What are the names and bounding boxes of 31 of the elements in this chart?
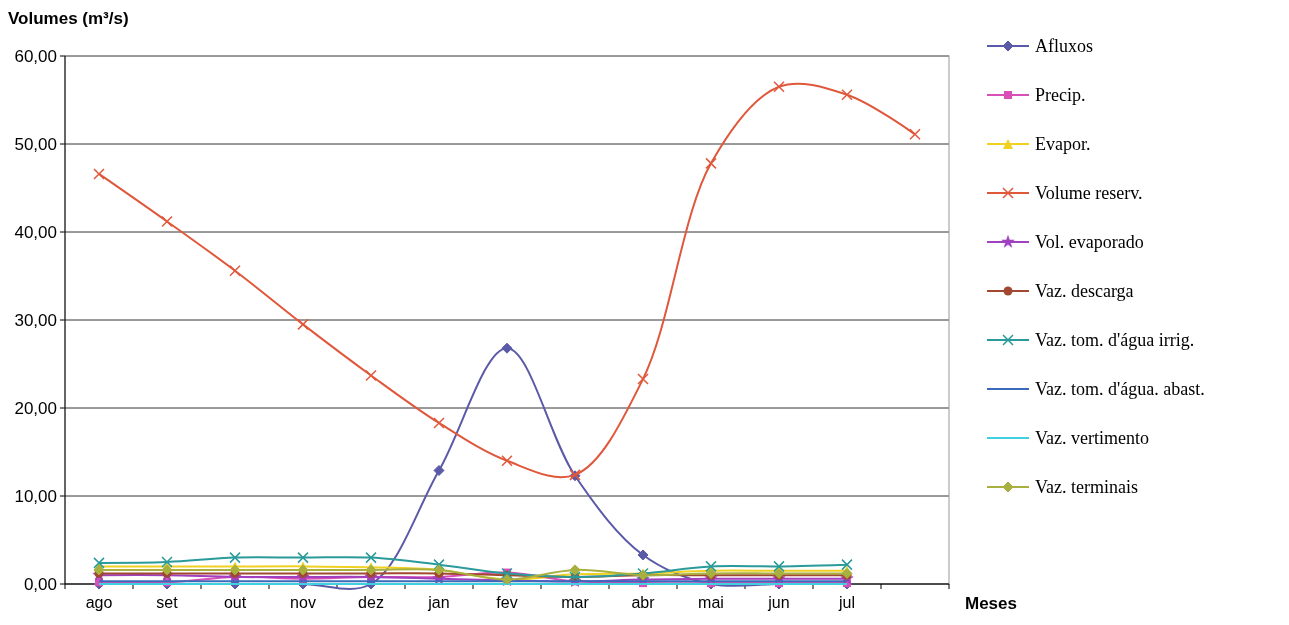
y-tick-label: 60,00 [14,46,57,66]
x-tick-label: ago [85,594,113,611]
x-tick-label: dez [358,594,384,611]
legend-label: Vaz. vertimento [1035,428,1149,449]
legend-label: Vaz. descarga [1035,281,1134,302]
legend-label: Vol. evaporado [1035,232,1144,253]
legend-label: Vaz. tom. d'água. abast. [1035,379,1205,400]
y-tick-label: 40,00 [14,222,57,242]
x-tick-label: jun [767,594,790,611]
y-tick-label: 50,00 [14,134,57,154]
x-tick-label: fev [496,594,518,611]
y-axis-title: Volumes (m³/s) [8,9,129,28]
x-tick-label: out [223,594,247,611]
legend-label: Precip. [1035,85,1086,106]
legend-label: Afluxos [1035,36,1093,57]
y-tick-label: 10,00 [14,486,57,506]
x-tick-label: nov [290,594,316,611]
y-tick-label: 0,00 [23,574,57,594]
y-tick-label: 30,00 [14,310,57,330]
x-tick-label: jul [837,594,856,611]
x-tick-label: mai [698,594,724,611]
legend-label: Vaz. tom. d'água irrig. [1035,330,1195,351]
x-tick-label: mar [561,594,590,611]
legend-label: Evapor. [1035,134,1091,155]
y-tick-label: 20,00 [14,398,57,418]
x-axis-title: Meses [965,594,1017,613]
legend-label: Volume reserv. [1035,183,1143,204]
x-tick-label: abr [631,594,656,611]
x-tick-label: jan [427,594,450,611]
legend-label: Vaz. terminais [1035,477,1138,498]
x-tick-label: set [156,594,179,611]
